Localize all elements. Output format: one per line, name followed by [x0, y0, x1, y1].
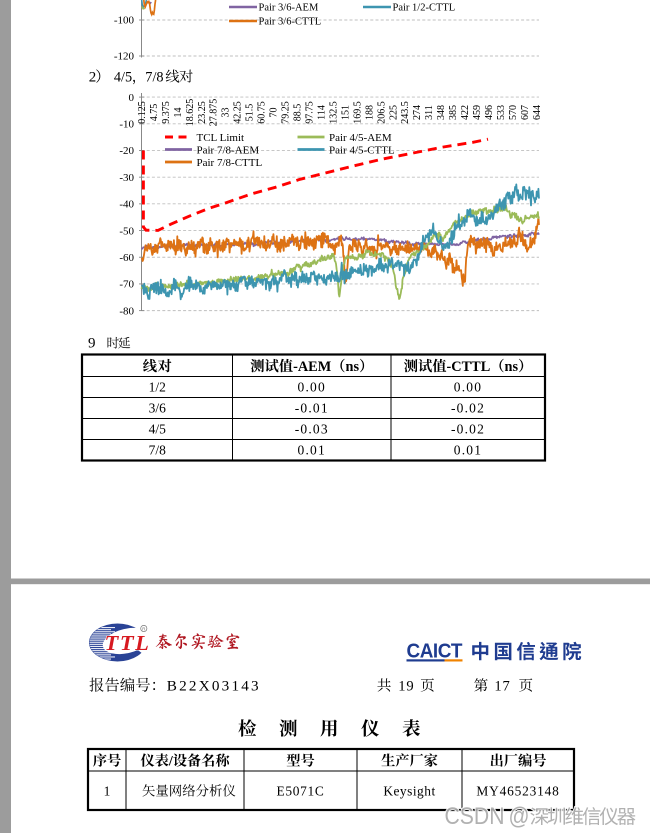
svg-text:0.01: 0.01 [298, 443, 326, 458]
svg-text:169.5: 169.5 [352, 101, 363, 124]
svg-text:0.00: 0.00 [454, 380, 482, 395]
svg-text:385: 385 [448, 105, 459, 120]
svg-text:@: @ [509, 803, 530, 830]
svg-text:188: 188 [364, 105, 375, 120]
svg-text:Keysight: Keysight [383, 784, 435, 799]
svg-text:42.25: 42.25 [233, 101, 244, 124]
svg-text:-120: -120 [114, 51, 135, 63]
svg-text:7/8: 7/8 [145, 70, 163, 86]
svg-text:17: 17 [494, 679, 510, 695]
svg-text:570: 570 [508, 105, 519, 120]
svg-text:151: 151 [340, 105, 351, 120]
svg-text:/: / [168, 754, 174, 770]
svg-text:88.5: 88.5 [293, 104, 304, 122]
svg-text:27.875: 27.875 [209, 99, 220, 127]
svg-text:-20: -20 [119, 145, 134, 157]
svg-text:-0.02: -0.02 [451, 401, 485, 416]
svg-text:ns: ns [346, 359, 360, 375]
svg-text:644: 644 [532, 105, 543, 120]
svg-text:206.5: 206.5 [376, 101, 387, 124]
svg-text:3/6: 3/6 [149, 401, 167, 416]
svg-text:MY46523148: MY46523148 [476, 784, 559, 799]
svg-text:533: 533 [496, 105, 507, 120]
svg-text:97.75: 97.75 [305, 101, 316, 124]
svg-text:311: 311 [424, 105, 435, 120]
svg-text:274: 274 [412, 105, 423, 120]
svg-text:114: 114 [316, 105, 327, 120]
svg-text:9.375: 9.375 [161, 101, 172, 124]
svg-text:ns: ns [505, 359, 519, 375]
svg-text:23.25: 23.25 [197, 101, 208, 124]
svg-text:607: 607 [520, 105, 531, 120]
svg-text:225: 225 [388, 105, 399, 120]
svg-text:-50: -50 [119, 225, 134, 237]
svg-text:Pair 7/8-CTTL: Pair 7/8-CTTL [197, 157, 263, 169]
svg-text:1/2: 1/2 [149, 380, 166, 395]
svg-text:79.25: 79.25 [281, 101, 292, 124]
svg-text:Pair 4/5-CTTL: Pair 4/5-CTTL [329, 145, 395, 157]
svg-text:496: 496 [484, 105, 495, 120]
svg-text:-80: -80 [119, 305, 134, 317]
svg-text:-100: -100 [114, 15, 135, 27]
svg-text:4/5: 4/5 [149, 422, 167, 437]
svg-text:B22X03143: B22X03143 [167, 678, 261, 695]
svg-text:-CTTL: -CTTL [447, 359, 491, 375]
svg-text:-30: -30 [119, 172, 134, 184]
svg-text:4/5: 4/5 [114, 70, 132, 86]
svg-text:7/8: 7/8 [149, 443, 167, 458]
svg-text:19: 19 [398, 679, 414, 695]
svg-text:459: 459 [472, 105, 483, 120]
svg-text:-70: -70 [119, 279, 134, 291]
svg-text:0.125: 0.125 [137, 101, 148, 124]
svg-text:Pair 4/5-AEM: Pair 4/5-AEM [329, 132, 392, 144]
svg-text:33: 33 [221, 108, 232, 118]
svg-text:243.5: 243.5 [400, 101, 411, 124]
svg-text:422: 422 [460, 105, 471, 120]
svg-text:Pair 3/6-CTTL: Pair 3/6-CTTL [259, 17, 322, 28]
svg-text:0: 0 [129, 92, 135, 104]
svg-text:132.5: 132.5 [328, 101, 339, 124]
svg-text:0.01: 0.01 [454, 443, 482, 458]
svg-text:R: R [142, 627, 146, 632]
svg-text:CAICT: CAICT [407, 641, 463, 663]
svg-text:70: 70 [269, 108, 280, 118]
svg-text:-60: -60 [119, 252, 134, 264]
svg-text:18.625: 18.625 [185, 99, 196, 127]
svg-text:Pair 7/8-AEM: Pair 7/8-AEM [197, 145, 260, 157]
svg-text:4.75: 4.75 [149, 104, 160, 122]
svg-text:9: 9 [88, 336, 96, 352]
svg-text:1: 1 [104, 784, 111, 799]
svg-text:60.75: 60.75 [257, 101, 268, 124]
svg-text:348: 348 [436, 105, 447, 120]
svg-text:Pair 1/2-CTTL: Pair 1/2-CTTL [393, 3, 456, 14]
svg-text:TCL Limit: TCL Limit [197, 132, 245, 144]
svg-text:-40: -40 [119, 199, 134, 211]
svg-text:TTL: TTL [105, 631, 151, 655]
svg-text:Pair 3/6-AEM: Pair 3/6-AEM [259, 3, 319, 14]
svg-text:51.5: 51.5 [245, 104, 256, 122]
svg-text:0.00: 0.00 [298, 380, 326, 395]
svg-text:-0.02: -0.02 [451, 422, 485, 437]
svg-text:-10: -10 [119, 118, 134, 130]
svg-text:-0.01: -0.01 [295, 401, 329, 416]
svg-text:14: 14 [173, 108, 184, 118]
svg-text:2: 2 [89, 70, 97, 86]
svg-text:CSDN: CSDN [445, 803, 505, 830]
svg-text:E5071C: E5071C [276, 784, 324, 799]
svg-text:-0.03: -0.03 [295, 422, 329, 437]
svg-text:-AEM: -AEM [293, 359, 332, 375]
